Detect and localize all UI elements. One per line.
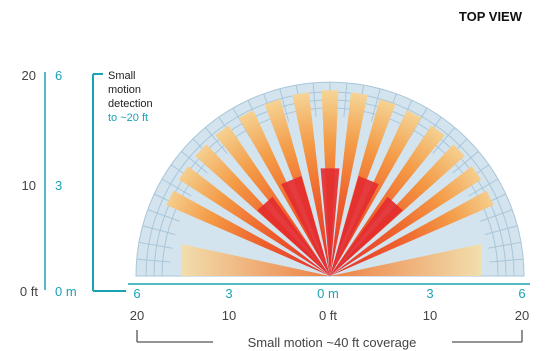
detection-finger-2 — [330, 166, 482, 276]
near-detection-zones — [257, 168, 403, 276]
left-ft-tick-0: 0 ft — [20, 284, 38, 299]
fan-spoke — [484, 225, 518, 236]
fan-spoke — [161, 178, 192, 197]
fan-spoke — [279, 88, 290, 122]
bottom-m-tick-center: 0 m — [317, 286, 339, 301]
left-m-tick-0: 0 m — [55, 284, 77, 299]
bottom-scale: 6 3 0 m 3 6 20 10 0 ft 10 20 — [128, 283, 530, 323]
view-label: TOP VIEW — [459, 9, 523, 24]
bottom-m-tick-right-3: 3 — [426, 286, 433, 301]
left-m-tick-6: 6 — [55, 68, 62, 83]
near-zone-4 — [281, 176, 330, 276]
near-zone-5 — [257, 196, 330, 276]
callout-line-3: detection — [108, 98, 153, 110]
detection-finger-9 — [292, 92, 330, 277]
detection-finger-14 — [178, 166, 330, 276]
bottom-m-tick-right-6: 6 — [518, 286, 525, 301]
bottom-ft-tick-right-20: 20 — [515, 308, 529, 323]
fan-spoke — [432, 127, 456, 154]
bottom-m-tick-left-6: 6 — [133, 286, 140, 301]
left-ft-tick-10: 10 — [22, 178, 36, 193]
fan-spoke — [136, 258, 171, 263]
callout-bracket — [92, 73, 126, 292]
callout-line-4: to ~20 ft — [108, 112, 148, 124]
fan-spoke — [204, 127, 228, 154]
bottom-ft-tick-right-10: 10 — [423, 308, 437, 323]
fan-spoke — [138, 241, 173, 249]
fan-spoke — [489, 258, 524, 263]
coverage-label: Small motion ~40 ft coverage — [248, 335, 417, 350]
fan-spoke — [468, 178, 499, 197]
left-scale: 20 10 0 ft 6 3 0 m — [20, 68, 77, 299]
fan-spoke — [181, 150, 208, 174]
fan-spoke — [343, 82, 348, 117]
detection-finger-7 — [330, 92, 368, 277]
fan-spoke — [370, 88, 381, 122]
left-m-tick-3: 3 — [55, 178, 62, 193]
side-zone-right — [330, 244, 481, 276]
detection-finger-5 — [330, 110, 422, 277]
side-zone-left — [181, 244, 330, 276]
bottom-ft-tick-center: 0 ft — [319, 308, 337, 323]
fan-spoke — [480, 209, 513, 222]
near-zone-2 — [330, 176, 379, 276]
near-zone-3 — [320, 168, 340, 276]
coverage-bracket — [136, 330, 523, 343]
fan-spoke — [142, 225, 176, 236]
detection-finger-15 — [166, 190, 330, 276]
callout-line-2: motion — [108, 84, 141, 96]
callout-line-1: Small — [108, 70, 136, 82]
near-zone-1 — [330, 196, 403, 276]
bottom-m-tick-left-3: 3 — [225, 286, 232, 301]
callout-text: Small motion detection to ~20 ft — [108, 70, 153, 124]
fan-spoke — [487, 241, 522, 249]
detection-finger-11 — [238, 110, 330, 277]
bottom-ft-tick-left-20: 20 — [130, 308, 144, 323]
left-ft-tick-20: 20 — [22, 68, 36, 83]
bottom-ft-tick-left-10: 10 — [222, 308, 236, 323]
fan-spoke — [312, 82, 317, 117]
detection-finger-1 — [330, 190, 494, 276]
fan-spoke — [452, 150, 479, 174]
fan-spoke — [147, 209, 180, 222]
